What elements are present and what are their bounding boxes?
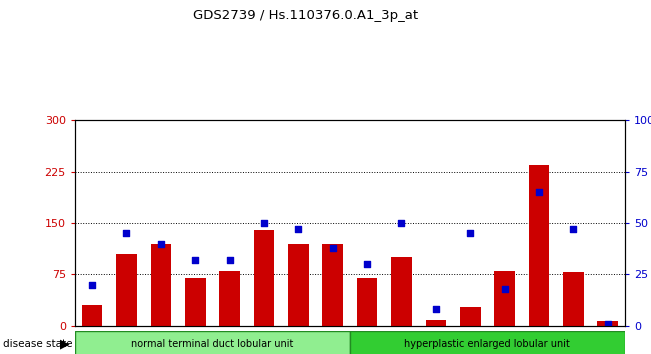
Point (87, 282, 97, 287)
Bar (322, 244, 343, 326)
Text: GSM177449: GSM177449 (465, 332, 475, 354)
Bar (426, 320, 446, 326)
Text: GSM177447: GSM177447 (397, 332, 406, 354)
Point (465, 230, 475, 236)
Bar (116, 254, 137, 326)
Text: GSM177460: GSM177460 (294, 332, 303, 354)
Point (156, 241, 166, 246)
Bar (460, 307, 480, 326)
Point (568, 226, 579, 232)
Text: GSM177457: GSM177457 (191, 332, 200, 354)
Bar (75, 331, 350, 354)
Point (121, 230, 132, 236)
Text: GSM177453: GSM177453 (603, 332, 613, 354)
Text: hyperplastic enlarged lobular unit: hyperplastic enlarged lobular unit (404, 339, 570, 349)
Point (499, 286, 510, 292)
Text: GSM177461: GSM177461 (328, 332, 337, 354)
Point (301, 318, 311, 324)
Bar (219, 271, 240, 326)
Text: GSM177454: GSM177454 (87, 332, 96, 354)
Bar (350, 331, 625, 354)
Point (293, 226, 303, 232)
Point (431, 307, 441, 312)
Bar (494, 271, 515, 326)
Point (258, 220, 269, 226)
Point (362, 261, 372, 267)
Point (327, 245, 338, 251)
Bar (598, 321, 618, 326)
Point (225, 257, 235, 263)
Point (190, 257, 201, 263)
Text: GSM177446: GSM177446 (363, 332, 372, 354)
Text: GDS2739 / Hs.110376.0.A1_3p_at: GDS2739 / Hs.110376.0.A1_3p_at (193, 9, 419, 22)
Text: GSM177456: GSM177456 (156, 332, 165, 354)
Bar (288, 244, 309, 326)
Text: GSM177448: GSM177448 (432, 332, 440, 354)
Bar (254, 230, 274, 326)
Bar (391, 257, 412, 326)
Text: GSM177455: GSM177455 (122, 332, 131, 354)
Text: GSM177458: GSM177458 (225, 332, 234, 354)
Text: normal terminal duct lobular unit: normal terminal duct lobular unit (132, 339, 294, 349)
Bar (563, 272, 584, 326)
Bar (529, 165, 549, 326)
Bar (185, 278, 206, 326)
Text: ▶: ▶ (60, 338, 70, 351)
Text: disease state: disease state (3, 339, 73, 349)
Text: GSM177459: GSM177459 (260, 332, 268, 354)
Point (534, 189, 544, 195)
Point (301, 159, 311, 164)
Text: GSM177450: GSM177450 (500, 332, 509, 354)
Point (396, 220, 407, 226)
Text: GSM177452: GSM177452 (569, 332, 578, 354)
Bar (357, 278, 378, 326)
Bar (82, 305, 102, 326)
Point (603, 321, 613, 326)
Text: GSM177451: GSM177451 (534, 332, 544, 354)
Bar (150, 244, 171, 326)
